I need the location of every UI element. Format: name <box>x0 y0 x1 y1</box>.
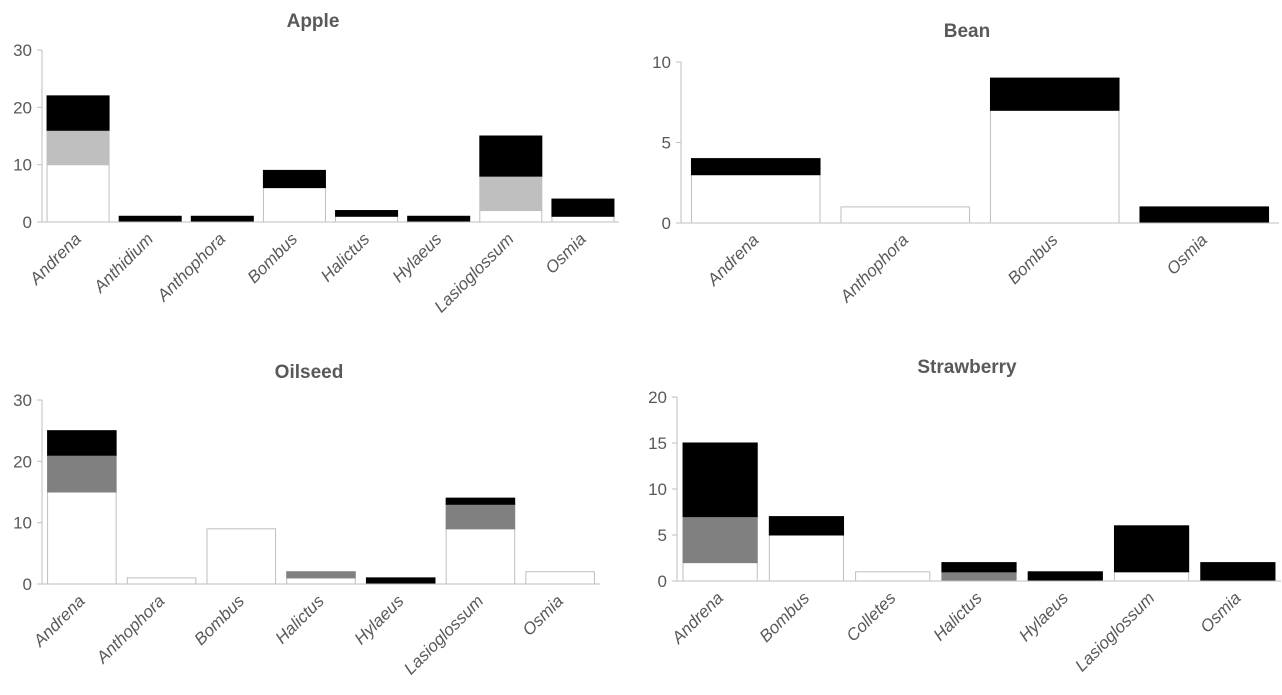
apple-category-label-bombus: Bombus <box>244 229 302 287</box>
apple-bar-lasioglossum-segment-2 <box>479 135 543 177</box>
apple-bar-lasioglossum-segment-0 <box>479 210 543 223</box>
oilseed-bar-andrena-segment-1 <box>47 454 117 493</box>
oilseed-y-tick-label: 10 <box>13 514 32 533</box>
bean-category-label-anthophora: Anthophora <box>836 230 912 306</box>
apple-bar-bombus-segment-2 <box>262 169 326 189</box>
apple-bar-andrena-segment-0 <box>46 164 110 223</box>
oilseed-bar-lasioglossum-segment-0 <box>445 528 516 585</box>
oilseed-bar-lasioglossum-segment-2 <box>445 497 516 505</box>
apple-bar-andrena-segment-2 <box>46 95 110 131</box>
oilseed-bar-lasioglossum-segment-1 <box>445 503 516 530</box>
bean-category-label-bombus: Bombus <box>1004 230 1062 288</box>
oilseed-y-tick-label: 30 <box>13 391 32 410</box>
oilseed-chart-title: Oilseed <box>275 362 344 383</box>
apple-category-label-andrena: Andrena <box>25 229 85 289</box>
oilseed-bar-andrena-segment-0 <box>47 491 117 585</box>
oilseed-bar-halictus-segment-1 <box>286 571 356 579</box>
strawberry-bar-andrena-segment-2 <box>682 442 758 518</box>
oilseed-category-label-anthophora: Anthophora <box>92 591 168 667</box>
strawberry-bar-andrena-segment-1 <box>682 516 758 564</box>
apple-bar-bombus-segment-0 <box>262 187 326 223</box>
bean-bar-andrena-segment-0 <box>690 174 821 224</box>
apple-y-tick-label: 20 <box>13 98 32 117</box>
apple-category-label-halictus: Halictus <box>317 229 374 286</box>
apple-category-label-hylaeus: Hylaeus <box>389 229 446 286</box>
apple-bar-halictus-segment-2 <box>335 210 399 217</box>
bean-y-tick-label: 0 <box>662 214 671 233</box>
strawberry-bar-bombus-segment-2 <box>768 516 845 536</box>
apple-chart-title: Apple <box>287 11 340 32</box>
apple-bar-anthidium-segment-2 <box>118 215 182 223</box>
strawberry-bar-bombus-segment-0 <box>768 534 845 582</box>
oilseed-bar-anthophora-segment-0 <box>126 577 197 585</box>
strawberry-bar-lasioglossum-segment-2 <box>1113 525 1190 573</box>
apple-category-label-anthidium: Anthidium <box>89 229 157 297</box>
strawberry-chart: Strawberry 0 5 10 15 20 Andrena Bombus Colletes H… <box>648 357 1281 675</box>
strawberry-category-label-andrena: Andrena <box>667 588 727 648</box>
apple-category-label-anthophora: Anthophora <box>153 229 229 305</box>
bean-bar-bombus-segment-1 <box>989 77 1120 111</box>
oilseed-y-tick-label: 20 <box>13 452 32 471</box>
oilseed-category-label-bombus: Bombus <box>191 591 249 649</box>
strawberry-category-label-lasioglossum: Lasioglossum <box>1071 588 1158 675</box>
oilseed-chart: Oilseed 0 10 20 30 Andrena Anthophora Bombus Hal… <box>13 362 600 678</box>
apple-y-tick-label: 10 <box>13 156 32 175</box>
strawberry-y-tick-label: 5 <box>658 526 667 545</box>
bean-chart: Bean 0 5 10 Andrena Anthophora Bombus Osmia <box>652 21 1279 307</box>
strawberry-category-label-colletes: Colletes <box>843 588 900 645</box>
strawberry-y-tick-label: 0 <box>658 572 667 591</box>
bean-category-label-andrena: Andrena <box>703 230 763 290</box>
apple-y-tick-label: 30 <box>13 41 32 60</box>
apple-bar-andrena-segment-1 <box>46 129 110 166</box>
bean-y-tick-label: 5 <box>662 134 671 153</box>
apple-bar-hylaeus-segment-2 <box>407 215 471 223</box>
oilseed-category-label-hylaeus: Hylaeus <box>351 591 408 648</box>
strawberry-bar-andrena-segment-0 <box>682 562 758 582</box>
oilseed-bar-hylaeus-segment-2 <box>365 577 436 585</box>
strawberry-y-tick-label: 15 <box>648 434 667 453</box>
oilseed-bar-bombus-segment-0 <box>206 528 277 585</box>
bean-bar-bombus-segment-0 <box>989 109 1120 224</box>
oilseed-bar-halictus-segment-0 <box>286 577 356 585</box>
strawberry-y-tick-label: 10 <box>648 480 667 499</box>
strawberry-bar-osmia-segment-2 <box>1200 562 1276 582</box>
oilseed-category-label-lasioglossum: Lasioglossum <box>400 591 487 678</box>
bean-bar-anthophora-segment-0 <box>840 206 971 224</box>
strawberry-y-tick-label: 20 <box>648 388 667 407</box>
bean-chart-title: Bean <box>944 21 990 42</box>
strawberry-category-label-halictus: Halictus <box>930 588 987 645</box>
bean-bar-andrena-segment-1 <box>690 158 821 176</box>
apple-bar-halictus-segment-0 <box>335 215 399 223</box>
strawberry-bar-halictus-segment-1 <box>941 571 1017 582</box>
oilseed-y-tick-label: 0 <box>23 575 32 594</box>
strawberry-chart-title: Strawberry <box>917 357 1017 378</box>
apple-bar-lasioglossum-segment-1 <box>479 175 543 212</box>
oilseed-category-label-halictus: Halictus <box>272 591 329 648</box>
apple-bar-anthophora-segment-2 <box>190 215 254 223</box>
apple-y-tick-label: 0 <box>23 213 32 232</box>
bean-bar-osmia-segment-1 <box>1139 206 1270 224</box>
strawberry-category-label-osmia: Osmia <box>1197 588 1245 636</box>
oilseed-category-label-andrena: Andrena <box>29 591 89 651</box>
strawberry-category-label-hylaeus: Hylaeus <box>1015 588 1072 645</box>
oilseed-bar-osmia-segment-0 <box>525 571 595 585</box>
apple-category-label-osmia: Osmia <box>542 229 590 277</box>
strawberry-bar-lasioglossum-segment-0 <box>1113 571 1190 582</box>
strawberry-bar-halictus-segment-2 <box>941 562 1017 573</box>
bean-y-tick-label: 10 <box>652 53 671 72</box>
strawberry-bar-colletes-segment-0 <box>855 571 931 582</box>
strawberry-bar-hylaeus-segment-2 <box>1027 571 1103 582</box>
oilseed-bar-andrena-segment-2 <box>47 430 117 456</box>
bean-category-label-osmia: Osmia <box>1163 230 1211 278</box>
apple-bar-osmia-segment-2 <box>551 198 615 217</box>
apple-bar-osmia-segment-0 <box>551 215 615 223</box>
strawberry-category-label-bombus: Bombus <box>756 588 814 646</box>
oilseed-category-label-osmia: Osmia <box>519 591 567 639</box>
